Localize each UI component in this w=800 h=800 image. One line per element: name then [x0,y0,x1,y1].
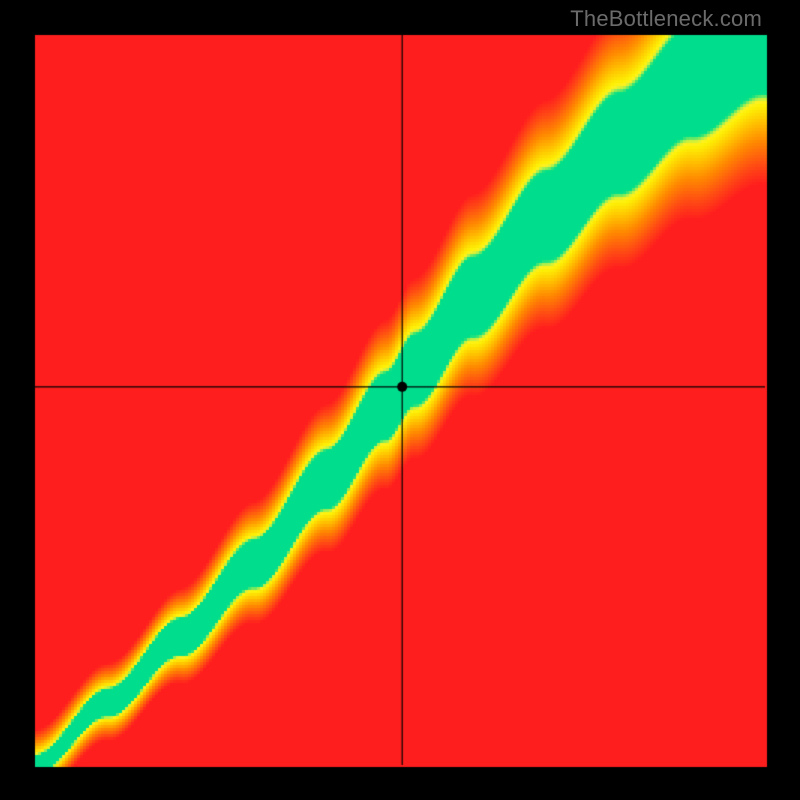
chart-container: TheBottleneck.com [0,0,800,800]
watermark-text: TheBottleneck.com [570,6,762,32]
heatmap-canvas [0,0,800,800]
